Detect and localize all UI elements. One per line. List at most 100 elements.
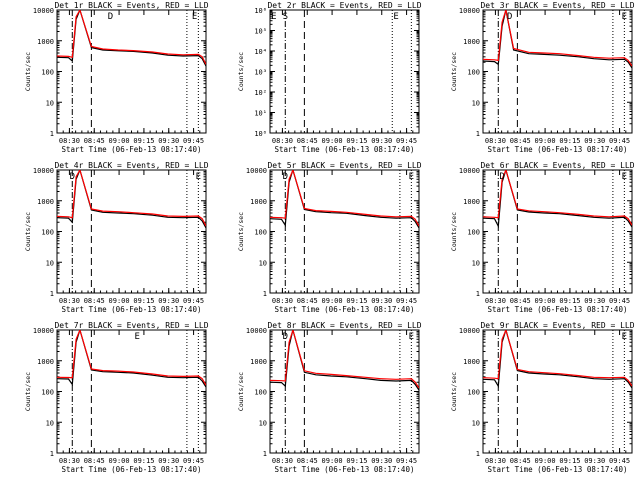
x-tick-label: 09:15: [346, 297, 367, 305]
x-axis-label: Start Time (06-Feb-13 08:17:40): [488, 305, 628, 314]
time-marker-letter: D: [507, 12, 512, 22]
plot-frame: [482, 9, 633, 134]
y-tick-label: 10000: [459, 167, 480, 175]
y-tick-label: 1: [50, 290, 54, 298]
x-tick-label: 09:15: [346, 457, 367, 465]
y-tick-label: 100: [467, 389, 480, 397]
y-tick-label: 10⁶: [254, 7, 267, 15]
y-tick-label: 10⁴: [254, 48, 267, 56]
y-tick-label: 10000: [459, 327, 480, 335]
x-tick-label: 09:45: [183, 457, 204, 465]
y-axis-label: Counts/sec: [450, 52, 458, 91]
y-tick-label: 10: [259, 259, 267, 267]
y-tick-label: 100: [467, 69, 480, 77]
x-axis-label: Start Time (06-Feb-13 08:17:40): [488, 465, 628, 474]
x-tick-label: 09:15: [559, 457, 580, 465]
x-tick-label: 09:45: [183, 137, 204, 145]
detector-panel-1: Det 1r BLACK = Events, RED = LLD 1 10 100 10…: [24, 1, 209, 154]
series-lld-line: [270, 330, 419, 389]
y-axis-label: Counts/sec: [24, 212, 32, 251]
x-tick-label: 09:30: [158, 457, 179, 465]
plot-frame: [482, 169, 633, 294]
panel-title: Det 6r BLACK = Events, RED = LLD: [480, 161, 634, 170]
panel-title: Det 5r BLACK = Events, RED = LLD: [267, 161, 421, 170]
x-tick-label: 09:30: [158, 137, 179, 145]
time-marker-letter: E: [196, 172, 201, 182]
y-axis-label: Counts/sec: [237, 372, 245, 411]
x-tick-label: 09:00: [109, 137, 130, 145]
time-marker-letter: D: [283, 172, 288, 182]
detector-panel-3: Det 3r BLACK = Events, RED = LLD 1 10 100 10…: [450, 1, 635, 154]
x-tick-label: 09:45: [183, 297, 204, 305]
x-tick-label: 08:45: [510, 457, 531, 465]
plot-frame: [56, 9, 207, 134]
series-events-line: [57, 170, 206, 229]
y-tick-label: 1: [263, 290, 267, 298]
y-tick-label: 10000: [246, 327, 267, 335]
y-tick-label: 100: [41, 229, 54, 237]
x-tick-label: 08:45: [510, 137, 531, 145]
time-marker-letter: E: [393, 12, 398, 22]
y-tick-label: 10000: [33, 327, 54, 335]
series-lld-line: [57, 330, 206, 386]
plot-frame: [269, 169, 420, 294]
x-tick-label: 09:00: [322, 457, 343, 465]
y-tick-label: 10000: [246, 167, 267, 175]
detector-panel-5: Det 5r BLACK = Events, RED = LLD 1 10 100 10…: [237, 161, 422, 314]
y-tick-label: 100: [254, 389, 267, 397]
panel-title: Det 7r BLACK = Events, RED = LLD: [54, 321, 208, 330]
x-tick-label: 08:45: [84, 457, 105, 465]
x-tick-label: 09:15: [559, 137, 580, 145]
y-tick-label: 1: [50, 130, 54, 138]
y-tick-label: 10000: [33, 167, 54, 175]
y-tick-label: 1000: [250, 358, 267, 366]
y-tick-label: 1: [476, 450, 480, 458]
x-axis-label: Start Time (06-Feb-13 08:17:40): [488, 145, 628, 154]
x-tick-label: 08:30: [59, 457, 80, 465]
time-marker-letter: E: [409, 332, 414, 342]
x-tick-label: 09:45: [609, 457, 630, 465]
x-tick-label: 09:30: [584, 457, 605, 465]
x-axis-label: Start Time (06-Feb-13 08:17:40): [275, 465, 415, 474]
y-tick-label: 1000: [37, 198, 54, 206]
y-tick-label: 10: [472, 259, 480, 267]
x-tick-label: 09:30: [158, 297, 179, 305]
x-tick-label: 09:30: [371, 457, 392, 465]
y-axis-label: Counts/sec: [450, 372, 458, 411]
y-tick-label: 1000: [463, 358, 480, 366]
x-tick-label: 09:00: [322, 297, 343, 305]
series-events-line: [270, 330, 419, 391]
x-tick-label: 08:45: [297, 137, 318, 145]
x-tick-label: 08:30: [272, 297, 293, 305]
x-tick-label: 09:45: [396, 297, 417, 305]
series-events-line: [483, 330, 632, 389]
series-lld-line: [483, 330, 632, 387]
series-events-line: [270, 170, 419, 229]
y-tick-label: 10: [259, 419, 267, 427]
y-tick-label: 1: [476, 290, 480, 298]
x-tick-label: 09:45: [609, 297, 630, 305]
time-marker-letter: E: [409, 172, 414, 182]
x-tick-label: 09:15: [133, 297, 154, 305]
detector-panel-2: Det 2r BLACK = Events, RED = LLD 10⁰ 10¹ 10…: [237, 1, 422, 154]
x-tick-label: 09:45: [609, 137, 630, 145]
x-axis-label: Start Time (06-Feb-13 08:17:40): [275, 145, 415, 154]
x-tick-label: 08:45: [84, 137, 105, 145]
x-tick-label: 08:30: [485, 137, 506, 145]
panel-title: Det 4r BLACK = Events, RED = LLD: [54, 161, 208, 170]
y-tick-label: 10²: [254, 89, 267, 97]
x-tick-label: 09:15: [133, 457, 154, 465]
y-tick-label: 1: [50, 450, 54, 458]
x-tick-label: 09:00: [322, 137, 343, 145]
series-events-line: [57, 330, 206, 388]
y-tick-label: 1: [263, 450, 267, 458]
y-axis-label: Counts/sec: [237, 52, 245, 91]
x-tick-label: 08:30: [485, 457, 506, 465]
y-tick-label: 10: [46, 419, 54, 427]
time-marker-letter: D: [108, 12, 113, 22]
y-tick-label: 100: [254, 229, 267, 237]
y-tick-label: 10: [472, 419, 480, 427]
x-tick-label: 09:00: [535, 457, 556, 465]
y-tick-label: 10⁰: [254, 130, 267, 138]
y-tick-label: 10¹: [254, 110, 267, 118]
